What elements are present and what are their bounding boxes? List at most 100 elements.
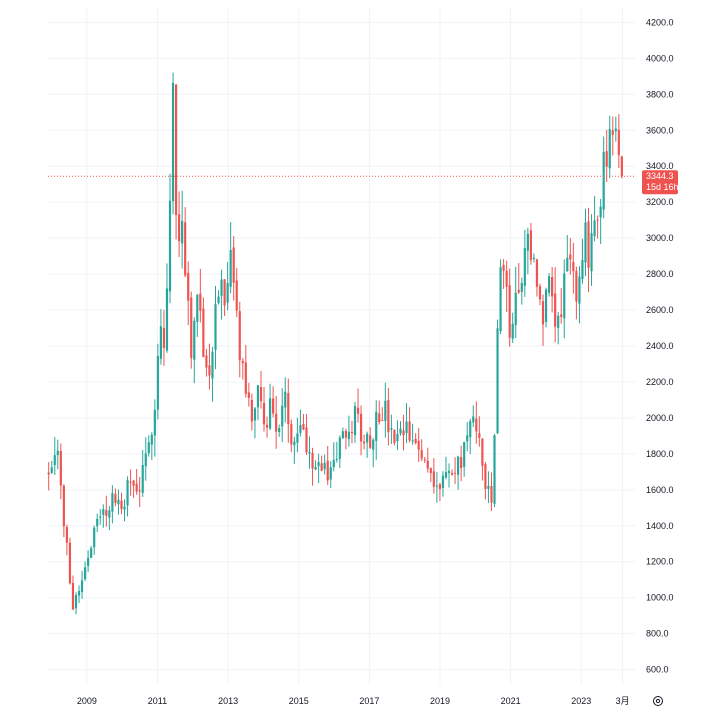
candle[interactable] — [611, 116, 614, 156]
candle[interactable] — [226, 261, 229, 311]
candle[interactable] — [411, 423, 414, 445]
candle[interactable] — [514, 266, 517, 339]
candle[interactable] — [311, 447, 314, 486]
candle[interactable] — [220, 269, 223, 320]
candle[interactable] — [253, 406, 257, 439]
candles-layer[interactable] — [47, 72, 623, 615]
candle[interactable] — [596, 215, 599, 239]
candle[interactable] — [560, 288, 563, 324]
candle[interactable] — [223, 279, 226, 317]
candle[interactable] — [366, 431, 369, 458]
candle[interactable] — [405, 403, 408, 444]
candle[interactable] — [359, 405, 363, 456]
candle[interactable] — [308, 436, 311, 469]
candle[interactable] — [241, 358, 244, 380]
candle[interactable] — [481, 438, 484, 481]
candle[interactable] — [520, 277, 523, 305]
candle[interactable] — [438, 482, 442, 502]
candle[interactable] — [320, 455, 323, 472]
candle[interactable] — [235, 268, 238, 318]
candle[interactable] — [265, 416, 269, 438]
candle[interactable] — [93, 525, 96, 555]
candle[interactable] — [184, 207, 187, 278]
candle[interactable] — [484, 461, 487, 500]
candle[interactable] — [275, 395, 278, 449]
candle[interactable] — [487, 471, 490, 504]
candle[interactable] — [372, 437, 375, 468]
candle[interactable] — [429, 467, 432, 483]
candle[interactable] — [581, 238, 584, 284]
candle[interactable] — [278, 424, 281, 437]
candle[interactable] — [493, 433, 496, 508]
candle[interactable] — [256, 384, 260, 421]
candle[interactable] — [569, 238, 572, 275]
candle[interactable] — [538, 283, 542, 306]
candle[interactable] — [399, 421, 402, 436]
candle[interactable] — [441, 471, 445, 497]
candle[interactable] — [165, 263, 169, 353]
candle[interactable] — [196, 293, 199, 337]
candle[interactable] — [508, 268, 511, 347]
candle[interactable] — [153, 399, 156, 457]
candle[interactable] — [496, 319, 499, 434]
candle[interactable] — [217, 290, 220, 305]
candle[interactable] — [529, 223, 532, 265]
candle[interactable] — [159, 309, 163, 365]
gear-icon[interactable] — [653, 696, 663, 706]
candle[interactable] — [335, 441, 338, 463]
candle[interactable] — [593, 195, 596, 242]
candle[interactable] — [554, 267, 557, 343]
candle[interactable] — [587, 207, 590, 293]
candle[interactable] — [353, 401, 357, 443]
candle[interactable] — [296, 417, 299, 453]
candle[interactable] — [378, 400, 381, 425]
candle[interactable] — [68, 537, 72, 585]
candle[interactable] — [250, 393, 253, 431]
candle[interactable] — [193, 317, 196, 384]
candle[interactable] — [178, 191, 181, 258]
candle[interactable] — [505, 260, 508, 312]
candle[interactable] — [475, 401, 478, 444]
candle[interactable] — [62, 484, 65, 538]
candle[interactable] — [517, 262, 520, 295]
candle[interactable] — [317, 453, 320, 484]
candle[interactable] — [332, 442, 335, 472]
candle[interactable] — [381, 407, 384, 421]
candle[interactable] — [584, 208, 587, 277]
candle[interactable] — [162, 309, 166, 366]
candle[interactable] — [181, 190, 184, 269]
candle[interactable] — [102, 504, 105, 528]
candle[interactable] — [132, 479, 135, 498]
candle[interactable] — [557, 312, 560, 345]
candle[interactable] — [578, 266, 581, 324]
candle[interactable] — [396, 420, 399, 451]
candle[interactable] — [272, 386, 275, 418]
candle[interactable] — [287, 378, 290, 443]
candle[interactable] — [363, 434, 366, 450]
candle[interactable] — [420, 439, 423, 462]
candle[interactable] — [447, 463, 451, 488]
candle[interactable] — [551, 266, 554, 313]
candle[interactable] — [190, 291, 193, 369]
candle[interactable] — [414, 433, 417, 445]
candle[interactable] — [444, 456, 448, 480]
candle[interactable] — [135, 469, 138, 495]
candle[interactable] — [620, 155, 623, 179]
candle[interactable] — [541, 294, 545, 346]
candle[interactable] — [229, 222, 232, 294]
candle[interactable] — [544, 287, 548, 328]
candle[interactable] — [144, 437, 147, 481]
candle[interactable] — [450, 469, 454, 476]
candle[interactable] — [117, 489, 120, 515]
candle[interactable] — [563, 259, 566, 339]
candle[interactable] — [171, 72, 175, 215]
candle[interactable] — [402, 414, 405, 451]
candle[interactable] — [426, 447, 429, 473]
candle[interactable] — [572, 242, 575, 294]
candle[interactable] — [566, 234, 569, 272]
candle[interactable] — [87, 550, 90, 573]
candle[interactable] — [453, 457, 457, 484]
candle[interactable] — [247, 382, 250, 407]
candle[interactable] — [129, 469, 132, 496]
candle[interactable] — [168, 173, 172, 304]
